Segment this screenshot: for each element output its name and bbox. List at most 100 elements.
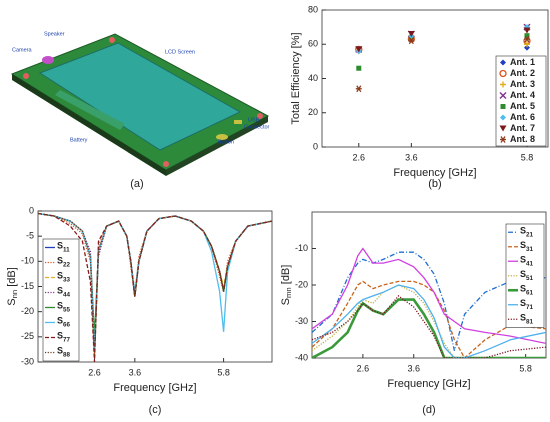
line-series <box>312 280 546 358</box>
legend-label: S21 <box>520 226 534 238</box>
panel-label: (a) <box>130 178 143 190</box>
subscript: mn <box>284 287 293 298</box>
y-tick-label: 0 <box>29 205 34 215</box>
line-series <box>312 247 546 345</box>
usb-connector <box>234 120 242 124</box>
text-part: S <box>57 301 63 311</box>
text-part: S <box>520 240 526 250</box>
marker <box>408 37 415 45</box>
y-tick-label: -30 <box>295 316 308 326</box>
y-tick-label: -15 <box>21 281 34 291</box>
x-tick-label: 3.6 <box>405 152 418 162</box>
marker <box>500 81 506 88</box>
text-part: S <box>520 284 526 294</box>
line-series <box>312 298 546 358</box>
subscript: 81 <box>526 318 534 325</box>
marker <box>499 69 507 78</box>
legend-label: S55 <box>57 301 71 313</box>
marker <box>499 92 507 99</box>
annotation: LCD Screen <box>165 49 195 55</box>
annotation: Battery <box>70 137 88 143</box>
line-series <box>38 212 272 358</box>
x-tick-label: 5.8 <box>521 152 534 162</box>
x-tick-label: 3.6 <box>129 367 142 377</box>
panel-label: (b) <box>428 178 441 190</box>
text-part: S <box>57 331 63 341</box>
text-part: S <box>57 256 63 266</box>
text-part: S <box>57 346 63 356</box>
annotation: Speaker <box>44 31 65 37</box>
subscript: 11 <box>63 246 70 253</box>
annotation: Connector <box>244 124 270 130</box>
subscript: 51 <box>526 274 534 281</box>
legend-label: Ant. 6 <box>510 112 535 122</box>
subscript: 21 <box>526 231 534 238</box>
legend-label: S81 <box>520 313 534 325</box>
panel-label: (c) <box>149 404 162 416</box>
x-tick-label: 2.6 <box>357 363 370 373</box>
phone-model: Camera Speaker LCD Screen Battery Button… <box>10 31 270 176</box>
legend-label: Ant. 4 <box>510 90 535 100</box>
series-group <box>38 212 272 362</box>
legend-label: S77 <box>57 331 71 343</box>
x-tick-label: 2.6 <box>88 367 101 377</box>
y-tick-label: 80 <box>308 4 318 14</box>
subscript: 22 <box>63 261 71 268</box>
marker <box>523 35 530 43</box>
y-tick-label: -5 <box>26 231 34 241</box>
antenna <box>109 37 115 43</box>
y-tick-label: -20 <box>295 279 308 289</box>
marker <box>524 33 530 39</box>
marker <box>355 46 363 53</box>
subscript: nn <box>10 290 19 299</box>
marker <box>499 125 507 132</box>
text-part: S <box>57 286 63 296</box>
marker <box>500 136 506 143</box>
subscript: 33 <box>63 276 71 283</box>
legend-label: S61 <box>520 284 534 296</box>
marker <box>500 59 506 66</box>
subscript: 41 <box>526 260 534 267</box>
marker <box>523 44 530 51</box>
marker <box>523 27 531 34</box>
x-tick-label: 3.6 <box>407 363 420 373</box>
camera <box>42 56 54 64</box>
subscript: 55 <box>63 306 71 313</box>
legend-label: Ant. 5 <box>510 101 535 111</box>
series-group <box>312 247 546 358</box>
subscript: 77 <box>63 336 71 343</box>
marker <box>500 104 506 109</box>
legend-label: Ant. 3 <box>510 79 535 89</box>
text-part: S <box>57 241 63 251</box>
legend-label: S66 <box>57 316 71 328</box>
text-part: S <box>57 271 63 281</box>
x-tick-label: 5.8 <box>217 367 230 377</box>
text-part: S <box>520 298 526 308</box>
board-edge <box>12 74 166 176</box>
marker <box>356 65 362 71</box>
text-part: [dB] <box>6 267 18 290</box>
legend-label: Ant. 2 <box>510 68 535 78</box>
legend-label: Ant. 8 <box>510 134 535 144</box>
subscript: 31 <box>526 245 534 252</box>
y-axis-label: Total Efficiency [%] <box>290 32 302 124</box>
text-part: S <box>6 298 18 305</box>
y-tick-label: 20 <box>308 107 318 117</box>
legend-label: S22 <box>57 256 71 268</box>
subscript: 71 <box>526 303 534 310</box>
series-group <box>355 23 531 93</box>
subscript: 66 <box>63 321 71 328</box>
marker <box>355 85 362 93</box>
board-edge <box>166 116 268 176</box>
y-tick-label: -30 <box>21 356 34 366</box>
subscript: 88 <box>63 351 71 358</box>
legend-label: S51 <box>520 269 534 281</box>
text-part: [dB] <box>280 265 292 288</box>
legend-label: S11 <box>57 241 70 253</box>
y-axis-label: Snn [dB] <box>6 267 19 306</box>
marker <box>500 114 506 121</box>
text-part: S <box>520 255 526 265</box>
legend-label: Ant. 7 <box>510 123 535 133</box>
x-axis-label: Frequency [GHz] <box>393 167 476 179</box>
